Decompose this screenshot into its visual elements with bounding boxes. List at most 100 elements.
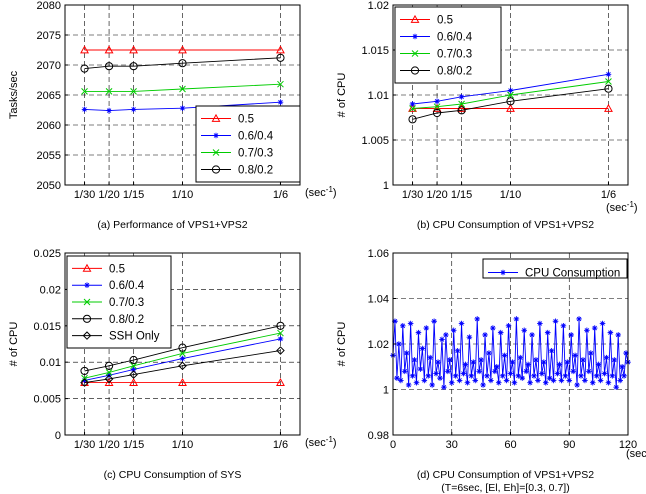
- data-point: [466, 334, 473, 340]
- data-point: [80, 45, 89, 54]
- chart-d: 0 30 60 90 120 0.98 1 1.02 1.04 1.06 (sec) # of CPU…: [336, 248, 646, 494]
- chart-caption: (d) CPU Consumption of VPS1+VPS2: [417, 469, 594, 481]
- x-tick-label: 0: [390, 439, 396, 451]
- data-point: [511, 379, 518, 386]
- data-point: [104, 361, 114, 370]
- x-unit-label: (sec-1): [305, 185, 337, 199]
- legend-entry: 0.8/0.2: [238, 165, 273, 177]
- data-point: [129, 45, 139, 54]
- data-point: [492, 368, 498, 375]
- y-tick-label: 1.04: [368, 294, 389, 306]
- data-point: [276, 321, 285, 330]
- data-point: [533, 357, 539, 363]
- data-point: [568, 332, 575, 338]
- legend-marker: [82, 263, 92, 272]
- data-point: [523, 368, 529, 375]
- legend-marker: [410, 66, 420, 75]
- data-point: [431, 318, 437, 325]
- legend-marker: [211, 113, 221, 122]
- y-tick-label: 2055: [37, 150, 61, 162]
- data-point: [572, 352, 578, 359]
- legend-entry: 0.5: [238, 114, 254, 126]
- data-point: [129, 62, 138, 71]
- legend-marker: [83, 298, 91, 306]
- data-point: [81, 374, 88, 382]
- data-point: [506, 97, 515, 106]
- chart-caption: (b) CPU Consumption of VPS1+VPS2: [417, 219, 594, 231]
- data-point: [601, 370, 608, 377]
- data-point: [409, 373, 416, 379]
- data-point: [408, 115, 417, 124]
- x-unit-label: (sec-1): [606, 200, 638, 214]
- x-tick-label: 1/15: [123, 189, 144, 201]
- legend-entry: 0.7/0.3: [238, 148, 273, 160]
- y-tick-label: 1: [383, 180, 389, 192]
- data-point: [537, 320, 543, 327]
- y-tick-label: 0.005: [33, 394, 61, 406]
- data-point: [542, 379, 549, 386]
- data-point: [179, 355, 186, 362]
- data-point: [104, 374, 114, 384]
- data-point: [417, 366, 424, 372]
- legend-marker: [211, 165, 221, 174]
- x-tick-label: 120: [619, 439, 637, 451]
- data-point: [570, 368, 576, 375]
- data-point: [106, 107, 112, 114]
- legend-entry: 0.7/0.3: [109, 297, 144, 309]
- data-point: [597, 377, 604, 384]
- data-point: [603, 354, 610, 361]
- data-point: [409, 101, 416, 107]
- x-tick-label: 1/15: [451, 189, 472, 201]
- data-point: [584, 327, 590, 334]
- legend-entry: 0.6/0.4: [437, 32, 473, 44]
- data-point: [480, 382, 486, 388]
- data-point: [277, 80, 284, 88]
- data-point: [490, 325, 496, 331]
- data-point: [472, 377, 479, 384]
- y-tick-label: 2070: [37, 60, 61, 72]
- data-point: [521, 327, 528, 334]
- data-point: [513, 316, 520, 322]
- data-point: [478, 357, 484, 363]
- data-point: [468, 373, 475, 379]
- data-point: [458, 320, 465, 327]
- data-point: [456, 377, 463, 384]
- data-point: [80, 378, 89, 387]
- data-point: [178, 377, 187, 386]
- y-tick-label: 0.02: [40, 284, 61, 296]
- x-tick-label: 1/30: [74, 439, 95, 451]
- data-point: [604, 103, 613, 112]
- y-tick-label: 0.025: [33, 248, 61, 260]
- data-point: [445, 368, 451, 375]
- data-point: [419, 345, 426, 352]
- legend-entry: 0.6/0.4: [109, 280, 145, 292]
- data-point: [435, 359, 441, 365]
- data-point: [507, 87, 514, 94]
- data-point: [621, 373, 627, 379]
- data-point: [527, 379, 533, 386]
- data-point: [501, 352, 508, 359]
- data-point: [493, 363, 500, 370]
- legend-entry: SSH Only: [109, 331, 160, 343]
- x-tick-label: 1/30: [402, 189, 423, 201]
- data-point: [566, 377, 573, 384]
- y-tick-label: 2075: [37, 30, 61, 42]
- y-tick-label: 1: [383, 385, 389, 397]
- data-point: [277, 329, 284, 337]
- chart-caption-sub: (T=6sec, [El, Eh]=[0.3, 0.7]): [441, 482, 569, 494]
- y-tick-label: 2060: [37, 120, 61, 132]
- data-point: [179, 350, 186, 357]
- data-point: [564, 359, 571, 365]
- y-tick-label: 1.06: [368, 248, 389, 260]
- data-point: [81, 88, 88, 95]
- y-tick-label: 1.02: [368, 339, 389, 351]
- data-point: [505, 323, 512, 329]
- data-point: [519, 375, 526, 381]
- data-point: [605, 78, 612, 85]
- y-axis-label: # of CPU: [336, 73, 348, 118]
- data-point: [506, 103, 515, 112]
- legend-marker: [411, 50, 419, 57]
- legend: CPU Consumption: [482, 258, 628, 280]
- data-point: [617, 377, 623, 384]
- data-point: [409, 105, 416, 112]
